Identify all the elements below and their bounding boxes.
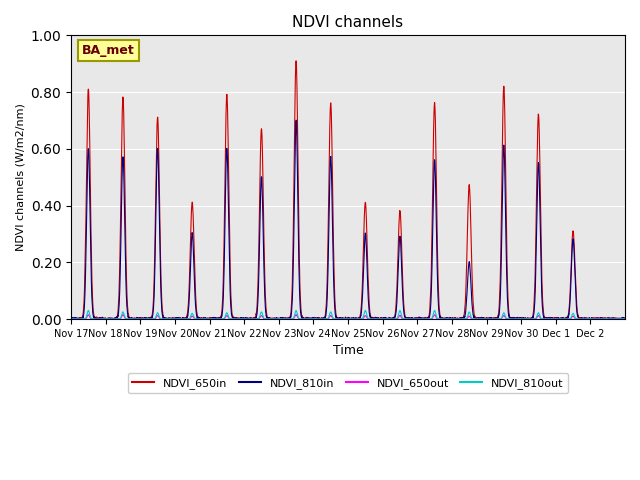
- Line: NDVI_650out: NDVI_650out: [71, 314, 625, 319]
- Y-axis label: NDVI channels (W/m2/nm): NDVI channels (W/m2/nm): [15, 103, 25, 251]
- NDVI_810out: [182, 316, 189, 322]
- NDVI_650out: [621, 316, 629, 322]
- Line: NDVI_650in: NDVI_650in: [71, 61, 625, 319]
- NDVI_810in: [292, 117, 300, 123]
- NDVI_810out: [542, 316, 550, 322]
- NDVI_810in: [67, 316, 75, 322]
- NDVI_650in: [67, 316, 75, 322]
- Text: BA_met: BA_met: [82, 44, 135, 57]
- NDVI_810in: [369, 315, 376, 321]
- NDVI_650out: [527, 316, 535, 322]
- NDVI_810in: [182, 316, 189, 322]
- NDVI_650in: [500, 86, 508, 92]
- NDVI_810in: [621, 315, 629, 321]
- NDVI_650out: [378, 316, 385, 322]
- NDVI_650out: [399, 316, 406, 322]
- Line: NDVI_810out: NDVI_810out: [71, 311, 625, 319]
- NDVI_810in: [541, 316, 549, 322]
- NDVI_810out: [243, 316, 251, 322]
- NDVI_810out: [67, 316, 75, 322]
- X-axis label: Time: Time: [333, 344, 364, 357]
- NDVI_650in: [399, 270, 406, 276]
- NDVI_650in: [292, 58, 300, 64]
- NDVI_650out: [292, 312, 300, 317]
- NDVI_650in: [542, 316, 550, 322]
- NDVI_650out: [369, 316, 376, 322]
- NDVI_650out: [67, 316, 75, 322]
- NDVI_810out: [500, 310, 508, 316]
- NDVI_650out: [182, 316, 189, 322]
- NDVI_810in: [527, 316, 535, 322]
- NDVI_810out: [362, 308, 369, 313]
- Title: NDVI channels: NDVI channels: [292, 15, 404, 30]
- NDVI_650in: [621, 316, 629, 322]
- NDVI_650out: [542, 316, 550, 322]
- Legend: NDVI_650in, NDVI_810in, NDVI_650out, NDVI_810out: NDVI_650in, NDVI_810in, NDVI_650out, NDV…: [128, 373, 568, 393]
- NDVI_650out: [500, 313, 508, 319]
- NDVI_810out: [369, 316, 376, 322]
- NDVI_650in: [313, 316, 321, 322]
- Line: NDVI_810in: NDVI_810in: [71, 120, 625, 319]
- NDVI_810in: [500, 144, 508, 150]
- NDVI_810in: [612, 316, 620, 322]
- NDVI_810out: [621, 316, 629, 322]
- NDVI_650in: [369, 315, 376, 321]
- NDVI_810out: [399, 315, 406, 321]
- NDVI_650in: [182, 315, 189, 321]
- NDVI_810in: [399, 283, 406, 289]
- NDVI_810out: [527, 316, 535, 322]
- NDVI_650in: [527, 315, 535, 321]
